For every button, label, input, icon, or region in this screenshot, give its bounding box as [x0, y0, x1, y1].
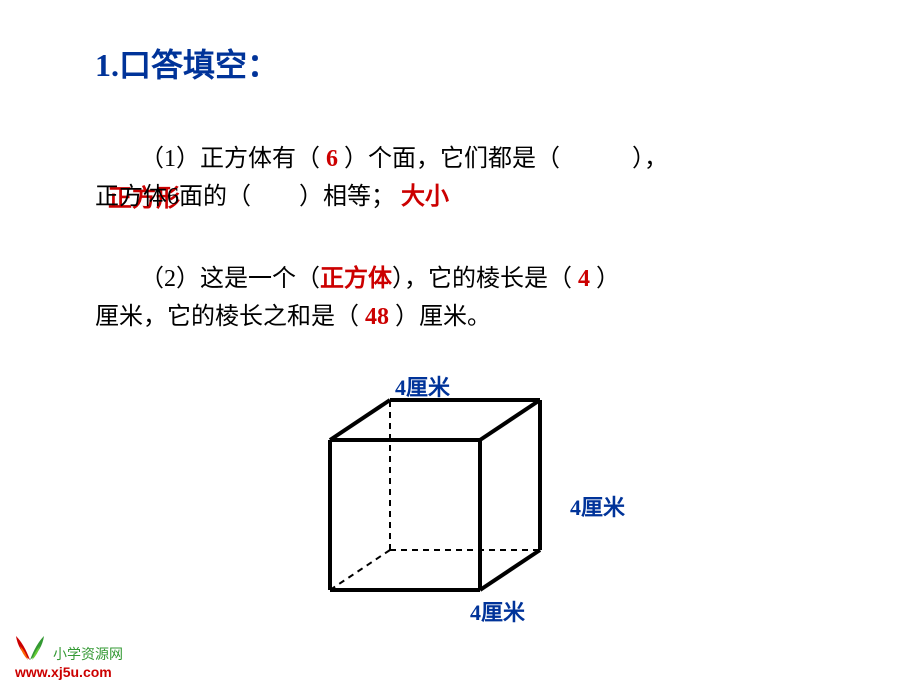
question-1-line2: 正方体6面的（ ）相等； 大小: [95, 178, 449, 216]
q2-answer-2: 4: [578, 266, 590, 292]
question-2-line1: （2）这是一个（正方体），它的棱长是（ 4 ）: [140, 260, 620, 298]
q2-text-mid1: ），它的棱长是（: [392, 266, 578, 292]
cube-diagram: 4厘米 4厘米 4厘米: [310, 370, 660, 630]
cube-label-bottom: 4厘米: [470, 595, 525, 627]
question-1-line1: （1）正方体有（ 6 ）个面，它们都是（ ），: [140, 140, 668, 178]
q2-text-mid2: ）: [590, 266, 620, 292]
q1-answer-1: 6: [326, 146, 338, 172]
q2-line2-prefix: 厘米，它的棱长之和是（: [95, 304, 365, 330]
logo-text-cn: 小学资源网: [53, 644, 123, 664]
q1-text-prefix: （1）正方体有（: [140, 146, 326, 172]
q1-answer-2: 大小: [401, 184, 449, 210]
q1-text-mid1: ）个面，它们都是（ ），: [338, 146, 668, 172]
site-logo: 小学资源网 www.xj5u.com: [15, 644, 123, 680]
q1-line2-text: 正方体6面的（ ）相等；: [95, 184, 395, 210]
question-2-line2: 厘米，它的棱长之和是（ 48 ）厘米。: [95, 298, 491, 336]
page-title: 1.口答填空：: [95, 40, 279, 86]
q2-answer-1: 正方体: [320, 266, 392, 292]
logo-leaf-icon: [10, 632, 50, 662]
q2-line2-suffix: ）厘米。: [389, 304, 491, 330]
cube-label-top: 4厘米: [395, 370, 450, 402]
logo-text-url: www.xj5u.com: [15, 664, 123, 680]
cube-label-right: 4厘米: [570, 490, 625, 522]
q2-text-prefix: （2）这是一个（: [140, 266, 320, 292]
q2-answer-3: 48: [365, 304, 389, 330]
